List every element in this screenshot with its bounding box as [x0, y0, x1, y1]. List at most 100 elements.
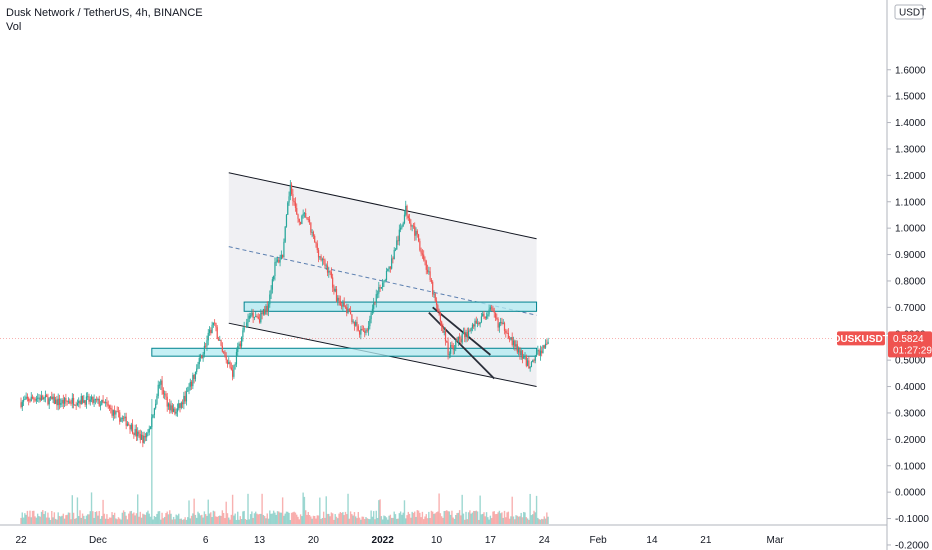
volume-bar [288, 512, 290, 524]
volume-bar [333, 519, 335, 524]
volume-bar [170, 513, 172, 524]
candle-body [124, 416, 126, 419]
volume-bar [526, 518, 529, 524]
volume-bar [137, 494, 139, 524]
volume-bar [462, 513, 465, 524]
volume-bar [263, 516, 266, 524]
price-tick-label: 1.1000 [895, 197, 926, 208]
candle-body [446, 341, 448, 343]
candle-body [507, 332, 509, 339]
candle-body [205, 345, 207, 347]
candle-body [387, 268, 389, 271]
volume-bar [546, 512, 548, 524]
volume-bar [506, 512, 508, 524]
candle-body [48, 398, 50, 405]
candle-body [428, 271, 430, 273]
candle-body [187, 390, 189, 392]
volume-bar [478, 519, 480, 524]
volume-bar [329, 516, 331, 524]
volume-bar [102, 499, 104, 524]
volume-bar [36, 513, 39, 524]
candle-body [482, 313, 484, 317]
candle-body [397, 240, 399, 242]
volume-bar [298, 519, 301, 524]
volume-bar [86, 514, 89, 524]
candle-body [202, 353, 204, 359]
candle-body [317, 250, 320, 258]
candle-body [451, 345, 453, 346]
candle-body [25, 396, 27, 400]
candle-body [43, 397, 45, 400]
candle-body [307, 218, 309, 220]
candle-body [273, 275, 275, 280]
volume-bar [528, 519, 530, 524]
candle-body [258, 318, 261, 323]
volume-bar [342, 512, 344, 524]
candle-body [158, 384, 161, 386]
volume-bar [362, 516, 365, 524]
volume-bar [62, 513, 65, 524]
volume-bar [74, 518, 76, 524]
candle-body [311, 231, 313, 233]
volume-bar [203, 511, 206, 524]
volume-bar [366, 518, 368, 524]
volume-bar [33, 510, 35, 524]
time-tick-label: Mar [766, 535, 784, 546]
volume-bar [269, 510, 271, 524]
candle-body [220, 340, 222, 346]
volume-bar [240, 518, 243, 524]
candle-body [341, 305, 343, 307]
volume-bar [319, 497, 321, 524]
candle-body [239, 343, 241, 347]
volume-bar [279, 512, 281, 524]
candle-body [206, 340, 208, 347]
candle-body [480, 316, 483, 322]
candle-body [237, 346, 239, 352]
candle-body [455, 339, 457, 349]
price-tag-countdown: 01:27:29 [893, 345, 932, 356]
volume-bar [379, 499, 381, 524]
candle-body [24, 399, 26, 400]
time-tick-label: 22 [15, 535, 27, 546]
volume-bar [402, 512, 404, 524]
time-tick-label: 24 [539, 535, 551, 546]
candle-body [393, 250, 395, 260]
candle-body [85, 396, 88, 405]
candle-body [34, 399, 36, 401]
volume-bar [473, 510, 475, 524]
candle-body [28, 398, 30, 401]
candle-body [332, 277, 334, 288]
price-tick-label: 0.7000 [895, 303, 926, 314]
candle-body [385, 270, 388, 281]
candle-body [56, 399, 58, 406]
candle-body [66, 401, 68, 403]
volume-bar [65, 515, 67, 524]
candle-body [439, 312, 441, 322]
volume-bar [458, 510, 461, 524]
candle-body [324, 259, 326, 266]
volume-bar [532, 514, 534, 524]
candle-body [479, 321, 481, 325]
volume-bar [492, 511, 494, 524]
volume-bar [99, 518, 102, 524]
candle-body [226, 360, 229, 364]
volume-bar [501, 512, 503, 524]
candle-body [389, 266, 391, 269]
candle-body [414, 226, 416, 236]
symbol-title[interactable]: Dusk Network / TetherUS, 4h, BINANCE [6, 7, 203, 19]
volume-bar [21, 512, 23, 524]
volume-bar [324, 517, 326, 524]
candle-body [410, 223, 412, 227]
candle-body [347, 308, 349, 313]
candle-body [511, 337, 513, 345]
candle-body [483, 313, 485, 317]
volume-bar [97, 515, 99, 524]
volume-bar [84, 519, 86, 524]
volume-bar [410, 517, 412, 524]
candle-body [247, 318, 249, 323]
volume-bar [92, 511, 94, 524]
volume-bar [353, 512, 356, 524]
volume-bar [134, 515, 136, 524]
volume-bar [503, 510, 506, 524]
